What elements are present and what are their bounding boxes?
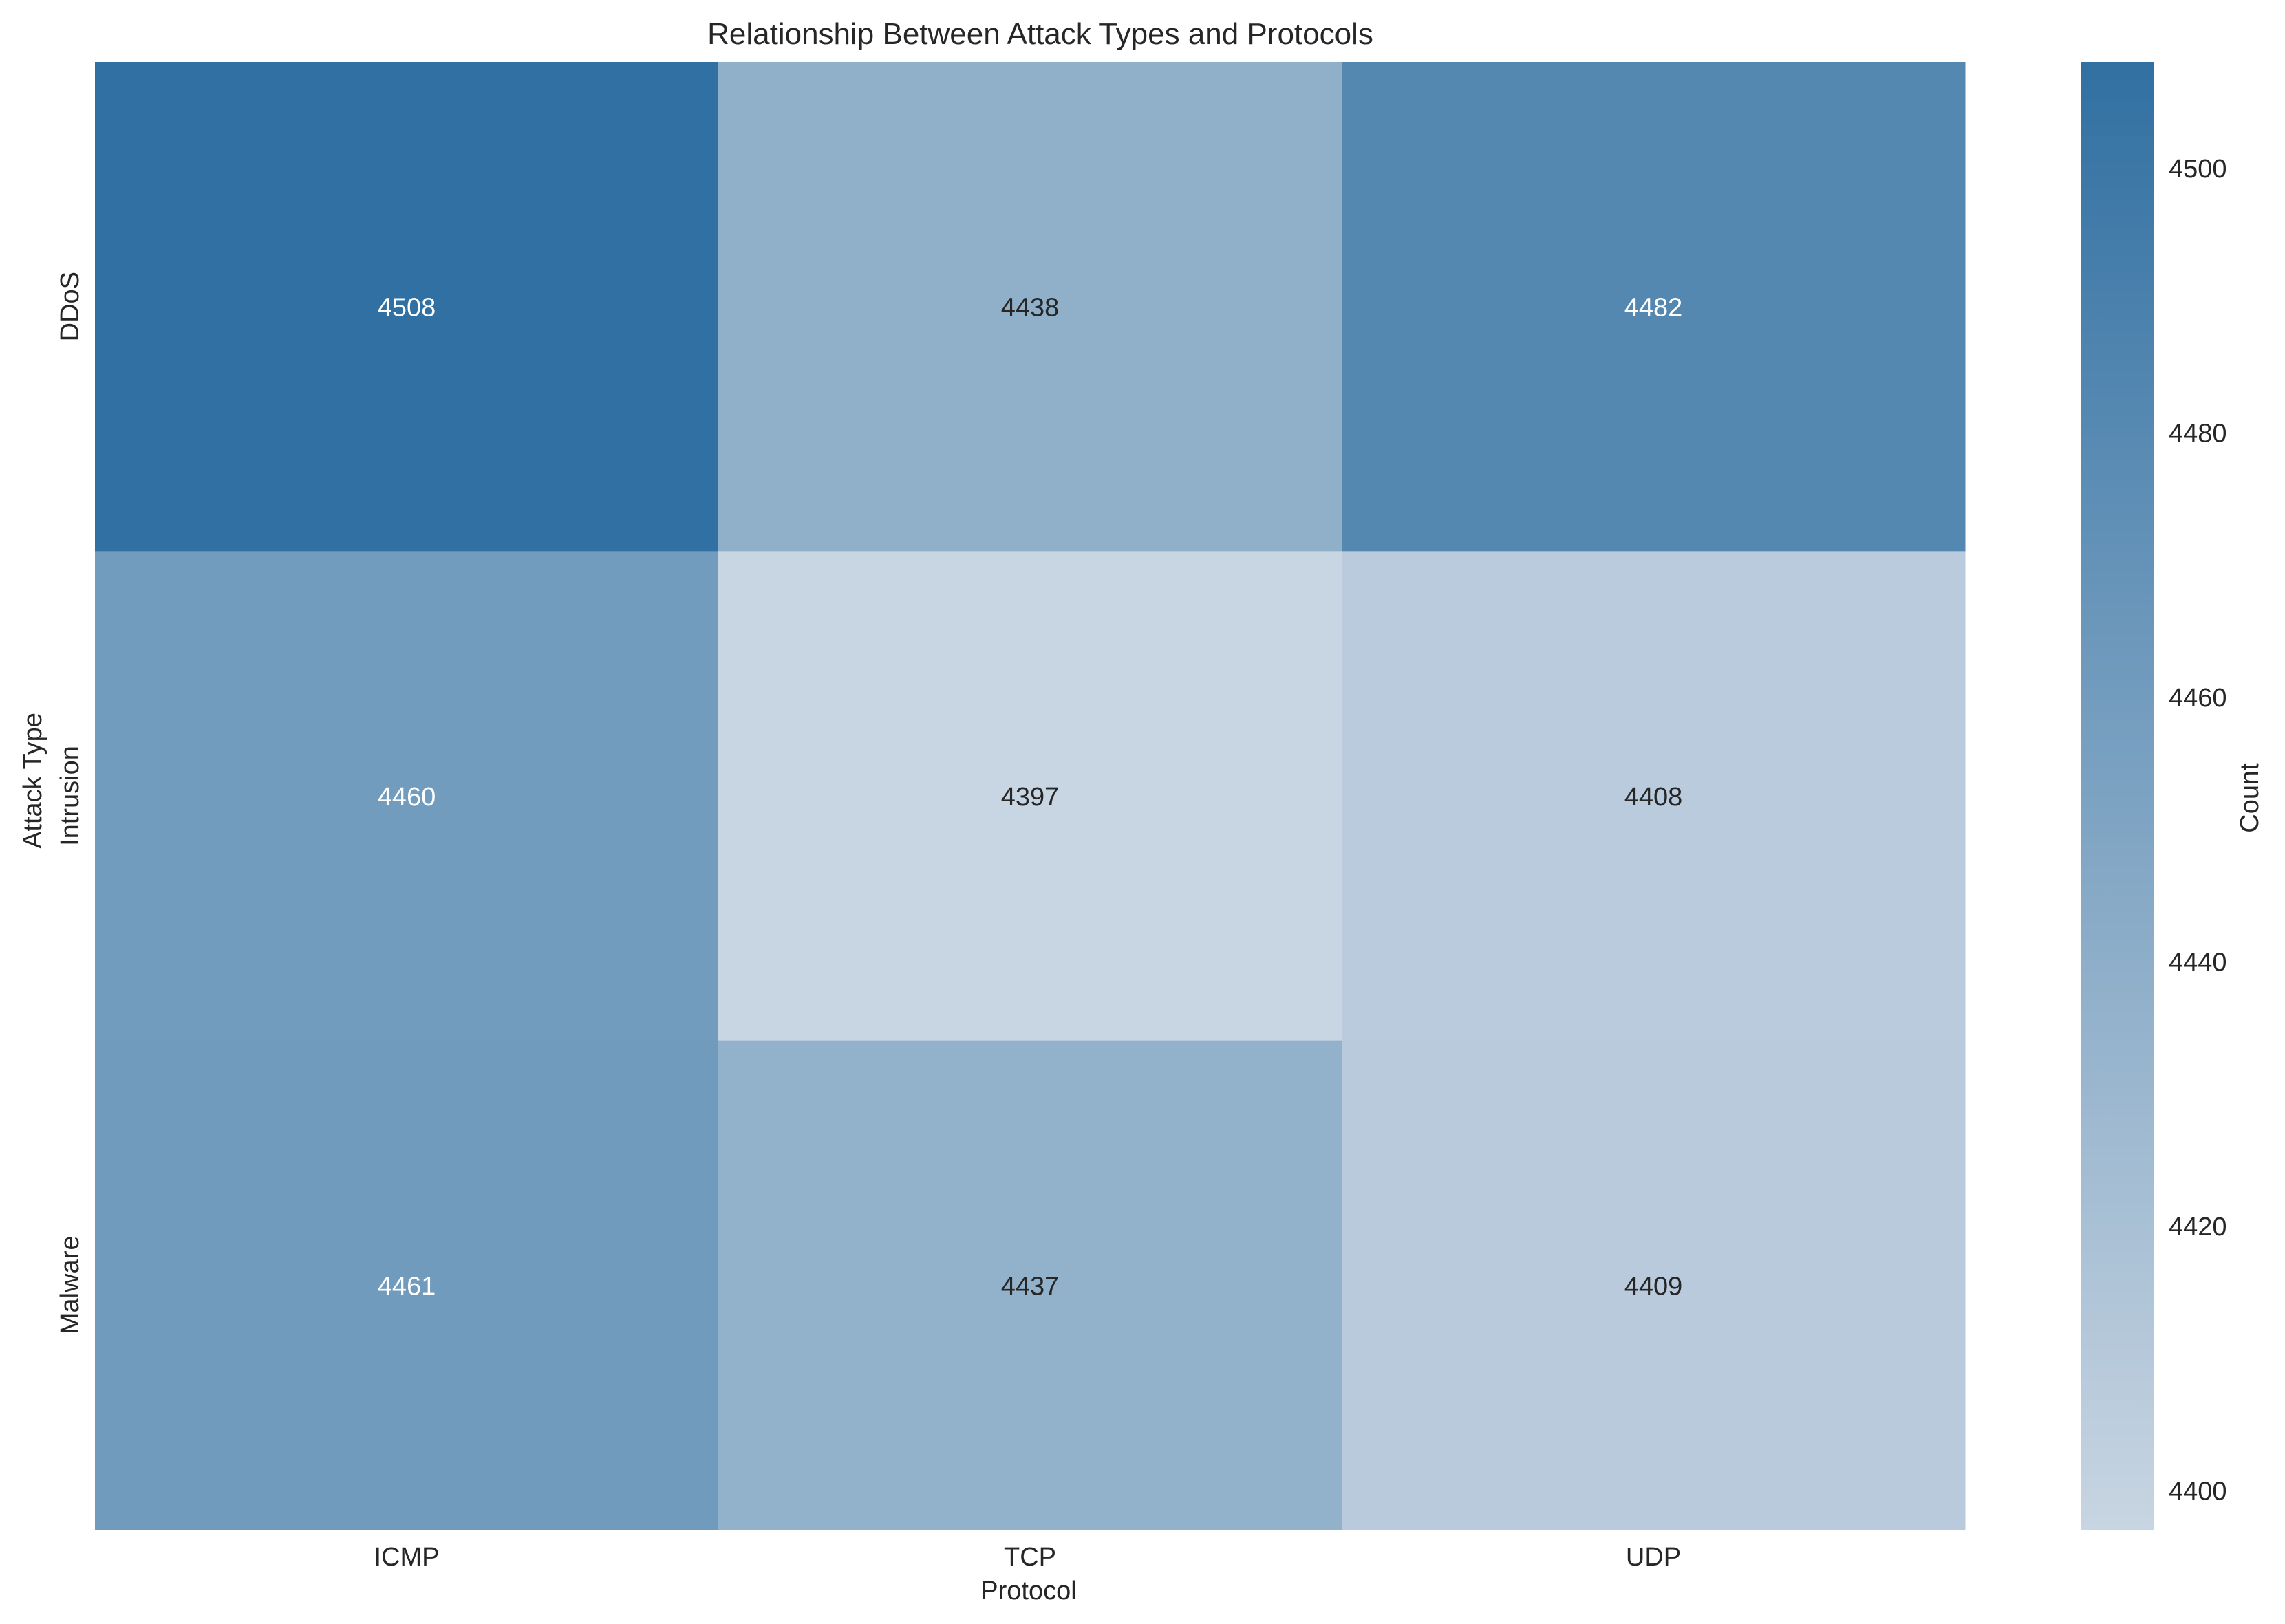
heatmap-cell-ddos-icmp	[95, 62, 719, 552]
colorbar-tick-label: 4440	[2169, 948, 2227, 977]
colorbar-label: Count	[2235, 763, 2264, 833]
heatmap-cell-malware-udp	[1342, 1040, 1966, 1530]
colorbar-tick-label: 4480	[2169, 419, 2227, 448]
x-tick-label: TCP	[1004, 1543, 1056, 1572]
cell-value-label: 4508	[378, 294, 436, 323]
heatmap-cell-intrusion-udp	[1342, 551, 1966, 1041]
colorbar	[2081, 62, 2154, 1530]
cell-value-label: 4482	[1624, 294, 1683, 323]
chart-title: Relationship Between Attack Types and Pr…	[707, 17, 1373, 51]
heatmap-cell-ddos-tcp	[718, 62, 1342, 552]
heatmap-cell-labels: 4508 4438 4482 4460 4397 4408 4461 4437 4409	[378, 294, 1683, 1301]
y-axis-ticks: DDoS Intrusion Malware	[56, 272, 85, 1334]
x-tick-label: UDP	[1626, 1543, 1681, 1572]
colorbar-tick-label: 4500	[2169, 155, 2227, 184]
cell-value-label: 4397	[1001, 783, 1060, 812]
y-axis-label: Attack Type	[19, 713, 47, 849]
cell-value-label: 4461	[378, 1272, 436, 1301]
colorbar-tick-label: 4420	[2169, 1213, 2227, 1242]
cell-value-label: 4409	[1624, 1272, 1683, 1301]
heatmap-cell-intrusion-tcp	[718, 551, 1342, 1041]
heatmap-cell-malware-icmp	[95, 1040, 719, 1530]
x-axis-label: Protocol	[980, 1577, 1076, 1605]
cell-value-label: 4437	[1001, 1272, 1060, 1301]
heatmap-cells	[95, 62, 1966, 1530]
x-tick-label: ICMP	[374, 1543, 440, 1572]
colorbar-ticks: 4400 4420 4440 4460 4480 4500	[2169, 155, 2227, 1506]
cell-value-label: 4460	[378, 783, 436, 812]
heatmap-cell-ddos-udp	[1342, 62, 1966, 552]
y-tick-label: Malware	[56, 1236, 85, 1335]
y-tick-label: DDoS	[56, 272, 85, 341]
y-tick-label: Intrusion	[56, 746, 85, 846]
heatmap-cell-malware-tcp	[718, 1040, 1342, 1530]
colorbar-tick-label: 4400	[2169, 1477, 2227, 1506]
cell-value-label: 4408	[1624, 783, 1683, 812]
cell-value-label: 4438	[1001, 294, 1060, 323]
heatmap-cell-intrusion-icmp	[95, 551, 719, 1041]
colorbar-tick-label: 4460	[2169, 684, 2227, 713]
x-axis-ticks: ICMP TCP UDP	[374, 1543, 1682, 1572]
